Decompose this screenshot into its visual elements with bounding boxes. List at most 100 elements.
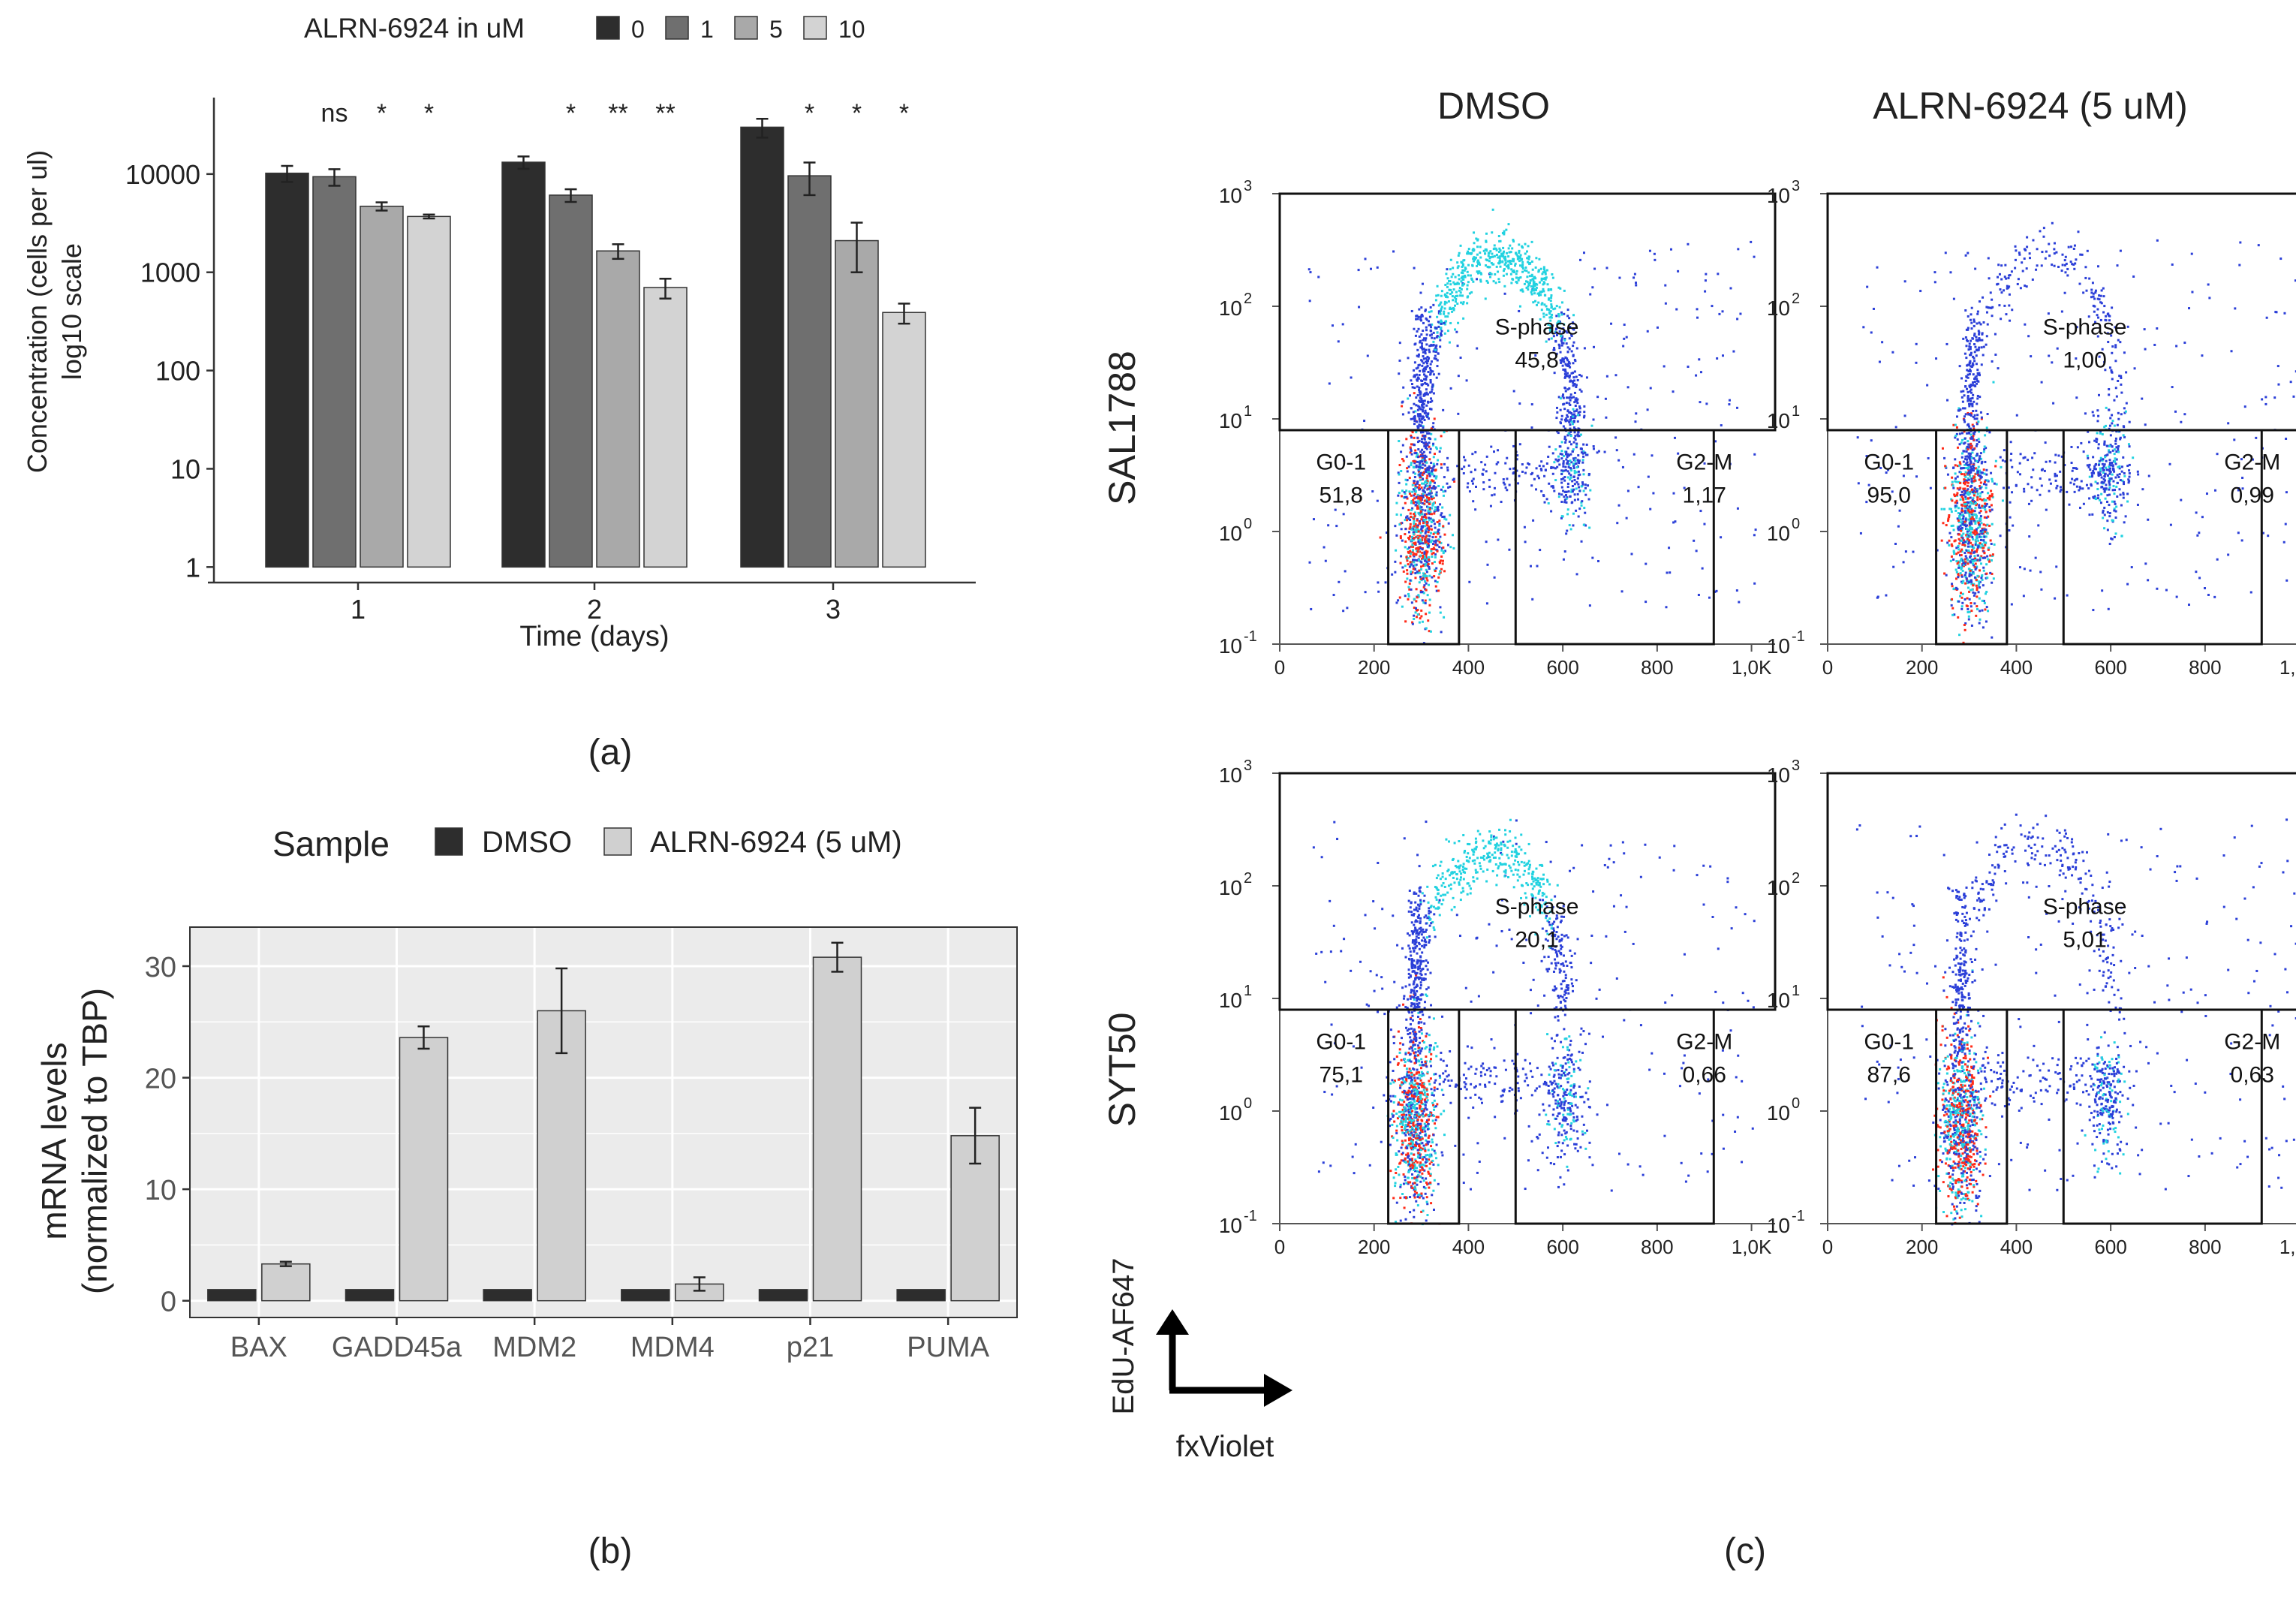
flow-event-point [2113,509,2116,512]
flow-event-point [1389,1028,1392,1031]
flow-event-point [1968,519,1971,522]
flow-event-point [1437,372,1440,375]
flow-event-point [2122,480,2125,483]
flow-event-point [1986,323,1989,326]
flow-event-point [1569,427,1572,430]
flow-event-point [1892,565,1895,568]
flow-event-point [1572,512,1575,515]
flow-event-point [1985,577,1988,580]
flow-event-point [1991,636,1994,639]
flow-ytick-base: 10 [1219,409,1242,432]
flow-event-point [2088,497,2091,500]
flow-event-point [1418,386,1421,389]
flow-event-point [1572,362,1575,365]
flow-event-point [1966,458,1969,461]
flow-event-point [1954,458,1957,461]
flow-event-point [1463,269,1466,272]
flow-event-point [1350,969,1353,972]
flow-event-point [1568,454,1571,457]
flow-event-point [1433,486,1436,489]
flow-event-point [1564,420,1567,423]
flow-event-point [1588,604,1591,607]
flow-event-point [2047,312,2050,315]
flow-event-point [1970,531,1973,534]
flow-event-point [1418,581,1421,584]
flow-event-point [1970,488,1973,491]
flow-event-point [1537,269,1540,272]
flow-event-point [2014,245,2017,248]
flow-event-point [1446,268,1449,271]
flow-event-point [2106,332,2109,335]
flow-event-point [1413,598,1416,601]
flow-event-point [1563,387,1566,390]
flow-event-point [2265,316,2268,319]
flow-event-point [1978,511,1981,514]
flow-event-point [1443,307,1446,310]
flow-event-point [1960,539,1963,542]
flow-event-point [1554,467,1557,470]
flow-event-point [1420,421,1423,424]
flow-event-point [2075,477,2078,480]
flow-event-point [1416,596,1419,599]
flow-event-point [1876,266,1879,269]
flow-event-point [1335,1085,1338,1088]
flow-event-point [1512,278,1515,281]
flow-event-point [1577,515,1580,518]
flow-event-point [2054,474,2057,477]
flow-event-point [1413,361,1416,364]
flow-event-point [1389,1125,1392,1128]
flow-event-point [1517,482,1520,485]
flow-event-point [1530,484,1533,487]
flow-event-point [1398,473,1401,476]
flow-event-point [1560,515,1563,518]
flow-event-point [1509,468,1512,471]
flow-event-point [1419,424,1422,427]
flow-event-point [2126,583,2129,586]
flow-event-point [1964,561,1967,564]
flow-event-point [1976,312,1979,315]
flow-event-point [1322,1161,1325,1164]
flow-event-point [1952,528,1955,531]
flow-event-point [1972,584,1975,587]
flow-event-point [1975,339,1978,342]
flow-event-point [1474,468,1477,471]
flow-event-point [1699,401,1702,404]
flow-event-point [1957,600,1960,603]
flow-event-point [1500,501,1503,504]
flow-event-point [1431,384,1434,387]
flow-event-point [1570,420,1573,423]
flow-event-point [1962,539,1965,542]
flow-event-point [1459,244,1462,247]
flow-event-point [2123,483,2126,486]
flow-event-point [1617,504,1620,507]
flow-event-point [1870,439,1873,442]
flow-event-point [1571,423,1574,426]
flow-event-point [1569,474,1572,477]
flow-event-point [1722,1147,1725,1150]
flow-event-point [2021,261,2024,264]
flow-event-point [1543,501,1546,504]
flow-event-point [1536,303,1539,306]
flow-event-point [2040,588,2043,591]
flow-event-point [1985,535,1988,538]
flow-event-point [2115,505,2118,508]
flow-event-point [1753,534,1756,537]
flow-event-point [1422,586,1425,589]
flow-event-point [1966,364,1969,367]
flow-event-point [1425,500,1428,503]
flow-event-point [1876,596,1879,599]
flow-event-point [1442,546,1445,549]
flow-event-point [1974,533,1977,536]
flow-event-point [1426,545,1429,548]
flow-event-point [1560,453,1563,456]
flow-event-point [2007,486,2010,489]
flow-event-point [1412,498,1415,501]
flow-event-point [1412,471,1415,474]
flow-event-point [1563,490,1566,493]
flow-event-point [1455,294,1458,297]
flow-event-point [2017,278,2020,281]
flow-event-point [1525,280,1528,283]
flow-event-point [1535,257,1538,260]
flow-event-point [1329,950,1332,953]
flow-event-point [1434,556,1437,559]
